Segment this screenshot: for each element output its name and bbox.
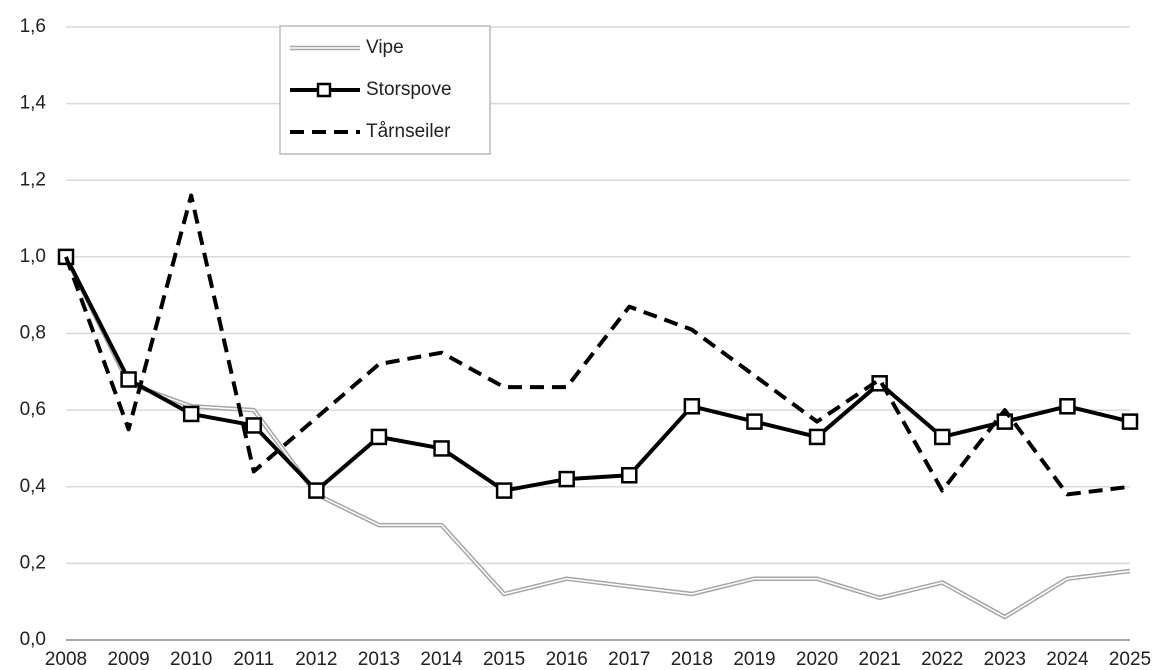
point-marker [621,467,638,484]
legend-label: Storspove [366,79,452,100]
x-tick-label: 2012 [295,649,337,670]
y-tick-label: 0,4 [20,476,47,497]
x-tick-label: 2019 [733,649,775,670]
point-marker [746,413,763,430]
point-marker [1059,398,1076,415]
point-marker [996,413,1014,430]
point-marker [683,398,701,415]
x-tick-label: 2024 [1046,649,1089,670]
x-tick-label: 2011 [233,649,274,670]
point-marker [558,470,575,488]
y-tick-label: 0,2 [20,552,46,573]
point-marker [808,428,826,446]
point-marker [433,440,450,457]
point-marker [182,405,200,423]
y-tick-label: 0,0 [20,629,46,650]
y-tick-label: 0,8 [20,323,46,344]
y-tick-label: 1,4 [20,93,47,114]
x-tick-label: 2022 [921,649,963,670]
legend-label: Vipe [366,37,404,58]
x-tick-label: 2021 [859,649,901,670]
x-tick-label: 2016 [546,649,588,670]
y-tick-label: 0,6 [20,399,46,420]
series-line [64,255,1131,493]
series-line [64,193,1131,497]
x-tick-label: 2008 [45,649,87,670]
point-marker [1121,413,1139,430]
point-marker [308,482,325,499]
point-marker [120,371,137,388]
y-tick-label: 1,2 [20,169,46,190]
x-tick-label: 2010 [170,649,212,670]
x-tick-label: 2015 [483,649,525,670]
legend-marker [316,82,332,98]
x-tick-label: 2023 [984,649,1026,670]
legend-label: Tårnseiler [366,121,451,142]
y-tick-label: 1,0 [20,246,46,267]
x-tick-label: 2018 [671,649,713,670]
point-marker [495,482,513,499]
line-highlight [65,256,1131,618]
x-tick-label: 2025 [1109,649,1151,670]
point-marker [370,428,388,446]
point-marker [245,417,263,434]
x-tick-label: 2013 [358,649,400,670]
x-tick-label: 2014 [420,649,463,670]
point-marker [933,428,951,446]
y-tick-label: 1,6 [20,16,46,37]
x-tick-label: 2009 [107,649,149,670]
x-tick-label: 2020 [796,649,838,670]
x-tick-label: 2017 [608,649,650,670]
